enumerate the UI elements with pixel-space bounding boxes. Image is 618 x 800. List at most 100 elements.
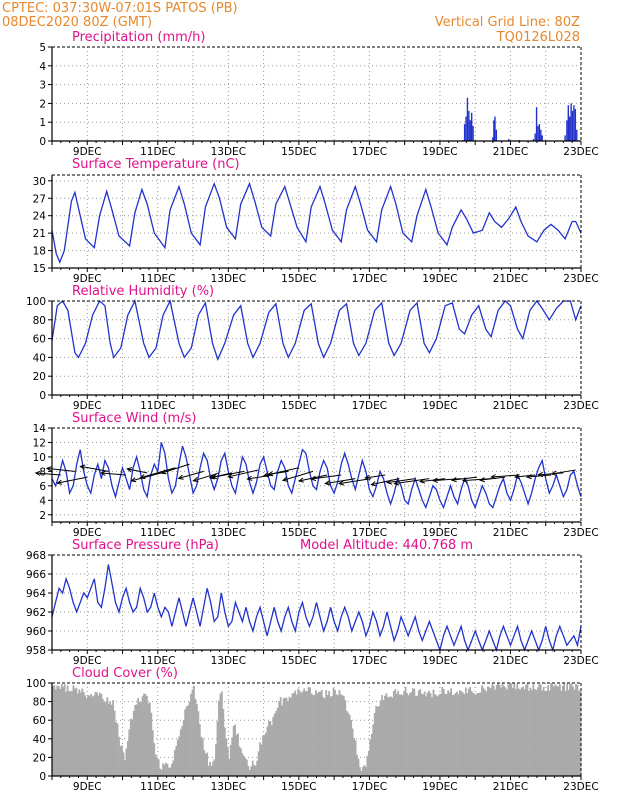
cloud-bar [475, 694, 477, 776]
cloud-bar [179, 729, 182, 776]
wind-vector-head [537, 471, 544, 478]
temp-ytick-label: 27 [33, 193, 46, 205]
cloud-bar [304, 691, 307, 776]
rh-date-label: 19DEC [422, 400, 457, 412]
cloud-bar [359, 767, 361, 776]
cloud-bar [445, 693, 448, 776]
cloud-bar [332, 688, 335, 776]
cloud-bar [247, 766, 250, 776]
cloud-date-label: 11DEC [140, 781, 175, 793]
cloud-bar [56, 685, 59, 776]
wind-vector [263, 467, 299, 477]
cloud-bar [431, 697, 433, 776]
cloud-bar [295, 694, 298, 776]
cloud-bar [226, 746, 229, 776]
cloud-bar [547, 685, 549, 776]
cloud-bar [191, 689, 194, 776]
wind-date-label: 19DEC [422, 527, 457, 539]
wind-vector-head [246, 475, 253, 481]
cloud-bar [338, 690, 341, 776]
cloud-bar [501, 683, 504, 776]
cloud-bar [225, 738, 228, 776]
cloud-date-label: 15DEC [281, 781, 316, 793]
wind-vector-head [262, 472, 269, 478]
wind-vector [131, 472, 162, 482]
pres-annotation: Model Altitude: 440.768 m [300, 538, 473, 553]
cloud-bar [129, 718, 132, 776]
cloud-bar [508, 683, 511, 776]
cloud-bar [96, 692, 98, 776]
cloud-bar [228, 759, 231, 776]
cloud-bar [88, 695, 91, 776]
cloud-bar [439, 693, 442, 776]
cloud-bar [148, 702, 151, 776]
cloud-bar [288, 696, 291, 776]
cloud-bar [463, 694, 466, 776]
cloud-bar [159, 768, 162, 776]
cloud-bar [220, 691, 223, 776]
cloud-bar [503, 685, 505, 776]
cloud-bar [281, 705, 284, 776]
cloud-bar [237, 733, 239, 776]
cloud-bar [397, 690, 400, 776]
precip-ytick-label: 5 [39, 42, 46, 54]
cloud-bar [322, 697, 325, 776]
wind-vector [212, 470, 245, 478]
cloud-date-label: 23DEC [563, 781, 598, 793]
cloud-bar [450, 688, 452, 776]
cloud-bar [150, 712, 153, 776]
cloud-bar [54, 689, 57, 776]
wind-vector [420, 478, 446, 483]
cloud-bar [331, 696, 333, 776]
temp-ytick-label: 18 [33, 246, 46, 258]
cloud-panel: Cloud Cover (%) 0 20 40 60 80 100 9DEC 11DEC 13DE… [26, 666, 599, 793]
cloud-bar [69, 691, 72, 776]
rh-date-label: 11DEC [140, 400, 175, 412]
cloud-bar [90, 693, 92, 776]
precip-bar [567, 105, 570, 141]
wind-title: Surface Wind (m/s) [72, 411, 196, 426]
cloud-bar [126, 741, 129, 776]
wind-panel: Surface Wind (m/s) 2 4 6 8 10 12 14 9DEC 11DEC 13D… [33, 411, 599, 539]
temp-ytick-label: 15 [33, 263, 46, 275]
wind-date-label: 9DEC [73, 527, 102, 539]
cloud-bar [68, 690, 70, 776]
cloud-bar [444, 693, 447, 776]
cloud-bar [147, 703, 150, 776]
cloud-bar [522, 686, 524, 776]
cloud-bar [507, 684, 510, 776]
precip-bar [466, 97, 469, 141]
precip-date-label: 23DEC [563, 146, 598, 158]
wind-vector [311, 474, 342, 480]
cloud-bar [544, 691, 547, 776]
cloud-bar [481, 685, 483, 776]
temp-date-label: 13DEC [211, 273, 246, 285]
cloud-bar [460, 691, 463, 776]
cloud-bar [438, 694, 441, 776]
cloud-bar [576, 684, 579, 776]
cloud-bar [266, 726, 269, 776]
cloud-bar [121, 745, 123, 776]
cloud-bar [434, 694, 436, 776]
cloud-bar [550, 683, 552, 776]
cloud-bar [570, 683, 573, 776]
cloud-bar [301, 691, 304, 776]
cloud-bar [551, 684, 554, 776]
wind-vector [515, 474, 536, 478]
precip-ytick-label: 4 [39, 61, 46, 73]
cloud-bar [135, 704, 138, 776]
station-info: CPTEC: 037:30W-07:01S PATOS (PB) [2, 1, 238, 16]
cloud-ytick-label: 60 [33, 715, 46, 727]
wind-vector-head [34, 470, 41, 476]
wind-date-label: 15DEC [281, 527, 316, 539]
cloud-bar [454, 693, 457, 776]
cloud-bar [91, 696, 94, 776]
precip-bar [532, 139, 535, 141]
cloud-bar [560, 690, 563, 776]
cloud-bar [558, 684, 561, 776]
wind-vector-head [208, 474, 215, 480]
cloud-bar [539, 684, 542, 776]
cloud-bar [151, 730, 154, 776]
precip-bar [566, 120, 568, 141]
cloud-bar [218, 700, 220, 776]
